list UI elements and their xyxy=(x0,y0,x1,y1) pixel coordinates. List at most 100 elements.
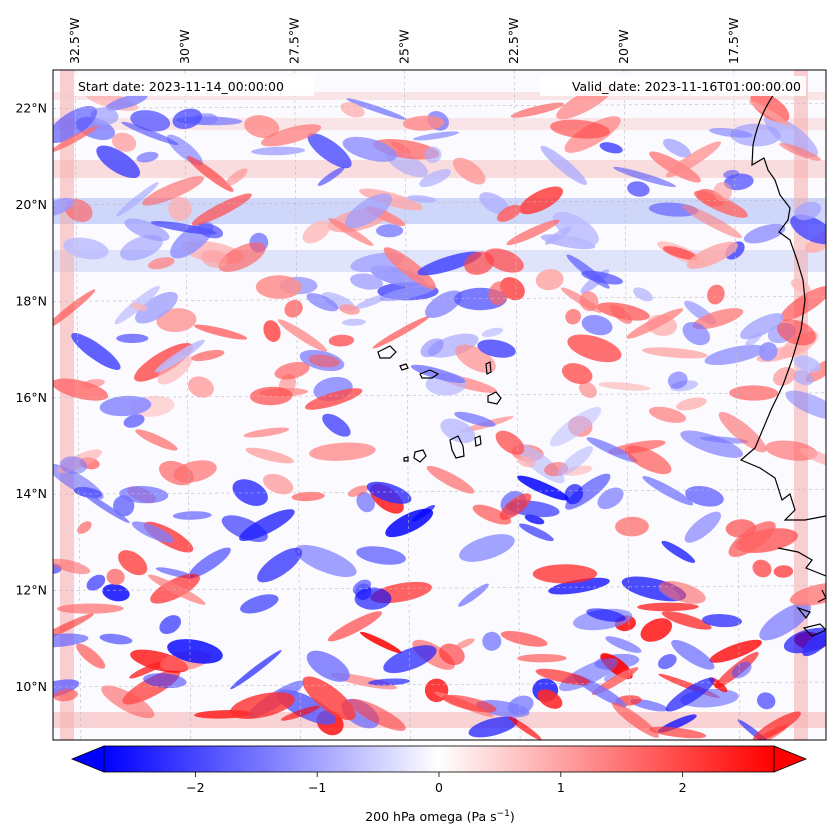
omega-cell xyxy=(765,440,818,461)
omega-cell xyxy=(440,418,476,444)
omega-cell xyxy=(407,195,437,203)
colorbar: −2 −1 0 1 2 200 hPa omega (Pa s−1) xyxy=(70,745,808,824)
omega-cell xyxy=(251,146,306,156)
omega-cell xyxy=(723,173,754,191)
omega-cell xyxy=(488,281,509,306)
omega-cell xyxy=(682,204,742,239)
omega-cell xyxy=(383,247,436,290)
parallel-line xyxy=(53,488,826,495)
omega-cell xyxy=(793,370,814,386)
omega-cell xyxy=(662,246,698,260)
island-santiago xyxy=(449,435,465,459)
colorbar-tick-label: 1 xyxy=(557,780,565,795)
omega-cell xyxy=(458,583,489,607)
omega-cell xyxy=(302,220,331,244)
african-coastline xyxy=(739,79,826,521)
start-date-annotation: Start date: 2023-11-14_00:00:00 xyxy=(78,79,284,94)
omega-cell xyxy=(135,429,178,451)
omega-cell xyxy=(243,427,290,438)
omega-cell xyxy=(658,581,706,604)
omega-cell xyxy=(626,308,684,339)
omega-cell xyxy=(731,661,752,679)
omega-cell xyxy=(633,287,653,302)
omega-cell xyxy=(244,115,280,139)
omega-cell xyxy=(99,395,152,417)
omega-cell xyxy=(637,602,699,612)
omega-cell xyxy=(147,257,175,270)
omega-cell xyxy=(249,386,293,406)
omega-cell xyxy=(350,273,383,290)
omega-cell xyxy=(564,483,584,505)
omega-cell xyxy=(692,308,744,330)
omega-cell xyxy=(482,631,502,651)
omega-cell xyxy=(159,460,194,486)
omega-cell xyxy=(752,559,772,578)
start-date-box xyxy=(74,76,314,96)
omega-cell xyxy=(186,155,234,192)
omega-cell xyxy=(750,92,790,123)
omega-cell xyxy=(245,447,294,464)
omega-cell xyxy=(131,521,175,543)
omega-cell xyxy=(524,514,545,525)
omega-cell xyxy=(260,124,322,147)
omega-cell xyxy=(172,511,212,520)
omega-cell xyxy=(598,382,651,391)
omega-cell xyxy=(105,93,148,111)
omega-cell xyxy=(667,371,688,389)
omega-cell xyxy=(665,141,722,178)
coastline-estuary xyxy=(777,547,826,577)
omega-cell xyxy=(805,358,826,383)
omega-cell xyxy=(548,577,610,595)
omega-cell xyxy=(302,676,356,721)
omega-cell xyxy=(627,181,650,197)
omega-cell xyxy=(225,168,248,187)
omega-cell xyxy=(519,523,554,542)
omega-cell xyxy=(56,603,124,614)
omega-cell xyxy=(773,565,794,578)
omega-cell xyxy=(86,574,106,591)
omega-cell xyxy=(232,479,268,506)
longitude-tick-label: 25°W xyxy=(396,29,411,64)
omega-cell xyxy=(648,406,687,423)
omega-cell xyxy=(118,550,148,576)
omega-cell xyxy=(116,333,149,343)
valid-date-box xyxy=(540,76,806,96)
omega-cell xyxy=(540,145,588,185)
island-sao-nicolau xyxy=(419,369,440,379)
omega-cell xyxy=(356,491,375,513)
omega-cell xyxy=(277,319,328,352)
omega-cell xyxy=(274,361,310,380)
colorbar-tick-label: 2 xyxy=(679,780,687,795)
omega-cell xyxy=(454,638,475,650)
omega-cell xyxy=(328,334,355,347)
omega-cell xyxy=(135,291,178,324)
omega-cell xyxy=(508,716,542,740)
omega-cell xyxy=(586,437,638,463)
omega-cell xyxy=(229,692,295,720)
longitude-tick-label: 17.5°W xyxy=(726,18,741,64)
omega-cell xyxy=(376,224,404,238)
omega-cell xyxy=(308,354,340,368)
omega-cell xyxy=(102,584,130,602)
omega-cell xyxy=(120,234,163,261)
omega-cell xyxy=(442,694,497,713)
latitude-tick-label: 16°N xyxy=(15,390,47,405)
omega-cell xyxy=(111,132,137,152)
omega-cell xyxy=(802,630,826,657)
omega-cell xyxy=(702,614,742,628)
valid-date-annotation: Valid_date: 2023-11-16T01:00:00.00 xyxy=(572,79,801,94)
omega-cell xyxy=(479,192,510,215)
longitude-labels: 32.5°W 30°W 27.5°W 25°W 22.5°W 20°W 17.5°W xyxy=(67,18,741,64)
omega-cell xyxy=(567,334,622,363)
omega-cell xyxy=(535,668,591,685)
omega-cell xyxy=(59,456,88,475)
omega-cell xyxy=(596,302,650,321)
omega-cell xyxy=(519,186,563,215)
omega-cell xyxy=(661,540,696,563)
longitude-tick-label: 22.5°W xyxy=(506,18,521,64)
omega-cell xyxy=(477,339,516,358)
omega-cell xyxy=(550,119,610,139)
meridian-line xyxy=(294,70,301,740)
omega-cell xyxy=(53,558,91,575)
island-sal xyxy=(485,361,492,375)
